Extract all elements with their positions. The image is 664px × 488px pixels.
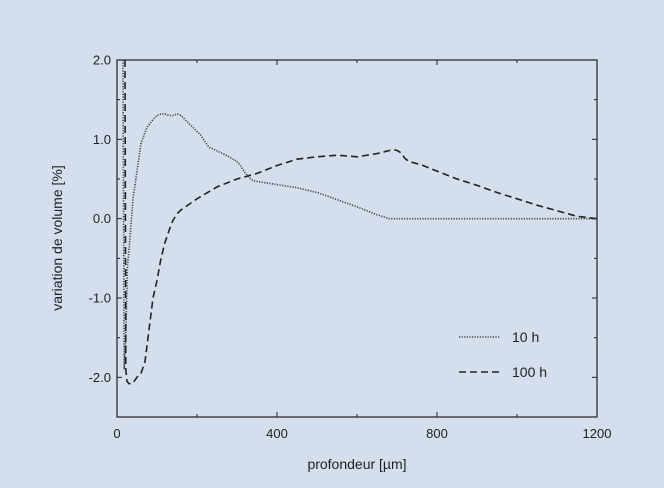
x-tick-label: 1200	[583, 426, 612, 441]
series-layer	[122, 59, 598, 385]
x-tick-label: 800	[426, 426, 448, 441]
y-tick-label: -2.0	[89, 370, 111, 385]
axis-tick-labels: 0 400 800 1200 2.0 1.0 0.0 -1.0 -2.0	[89, 53, 612, 442]
legend-label-10h: 10 h	[512, 329, 539, 345]
y-tick-label: -1.0	[89, 291, 111, 306]
series-line-10h	[122, 59, 597, 370]
legend: 10 h 100 h	[459, 329, 547, 380]
y-tick-label: 0.0	[93, 211, 111, 226]
series-line-100h	[124, 59, 598, 385]
y-tick-label: 1.0	[93, 132, 111, 147]
y-axis-title: variation de volume [%]	[49, 165, 65, 311]
x-axis-title: profondeur [µm]	[307, 456, 406, 472]
y-tick-label: 2.0	[93, 53, 111, 68]
x-tick-label: 400	[266, 426, 288, 441]
x-tick-label: 0	[113, 426, 120, 441]
legend-label-100h: 100 h	[512, 364, 547, 380]
